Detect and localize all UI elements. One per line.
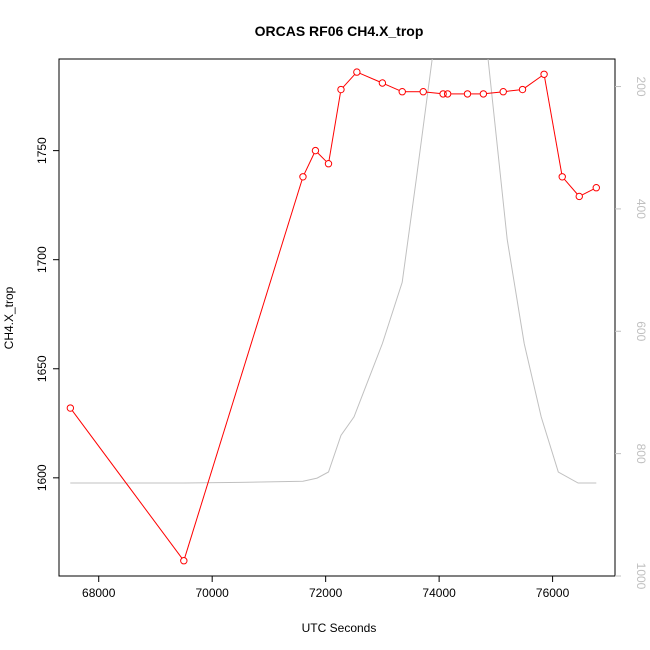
data-point [575, 192, 583, 201]
data-point [378, 79, 387, 87]
series-segment [563, 178, 578, 195]
series-segment [486, 91, 501, 95]
y-tick-label: 1650 [35, 355, 49, 382]
chart-title: ORCAS RF06 CH4.X_trop [255, 23, 424, 39]
series-segment [184, 179, 303, 558]
y2-tick-label: 600 [634, 321, 648, 341]
x-tick-label: 72000 [309, 586, 343, 600]
y2-tick-label: 200 [634, 77, 648, 97]
series-segment [506, 89, 520, 92]
series-segment [317, 152, 327, 162]
data-point [439, 90, 447, 98]
series-segment [544, 77, 563, 174]
series-segment [524, 75, 542, 89]
x-tick-label: 74000 [422, 586, 456, 600]
data-point [499, 88, 507, 96]
x-axis-label: UTC Seconds [302, 621, 377, 635]
series-segment [426, 91, 440, 95]
y-axis-label: CH4.X_trop [2, 286, 16, 349]
data-point [337, 85, 345, 94]
x-tick-label: 70000 [195, 586, 229, 600]
data-point [518, 85, 527, 94]
series-segment [342, 74, 356, 88]
series-gray [70, 59, 597, 484]
y2-tick-label: 1000 [634, 563, 648, 590]
data-point [66, 404, 75, 412]
y-tick-label: 1600 [35, 464, 49, 491]
data-point [398, 88, 406, 96]
data-point [463, 90, 472, 98]
data-point [443, 90, 452, 98]
data-point [311, 146, 320, 155]
data-point [324, 160, 333, 168]
series-line [70, 59, 597, 484]
data-point [299, 173, 307, 181]
series-segment [328, 92, 341, 161]
data-point [180, 557, 188, 565]
x-tick-label: 68000 [82, 586, 116, 600]
y-tick-label: 1750 [35, 137, 49, 164]
series-segment [71, 410, 183, 559]
series-segment [303, 153, 315, 175]
data-point [419, 88, 427, 96]
data-point [540, 70, 548, 78]
axes: 68000 70000 72000 74000 76000 1600 1650 1700 175… [35, 77, 648, 600]
series-red [66, 68, 600, 565]
data-point [479, 90, 488, 98]
y2-tick-label: 400 [634, 199, 648, 219]
data-point [353, 68, 361, 76]
data-point [592, 184, 600, 192]
y2-tick-label: 800 [634, 444, 648, 464]
series-segment [581, 188, 594, 196]
data-point [558, 173, 566, 181]
series-layer [66, 59, 600, 565]
y-tick-label: 1700 [35, 246, 49, 273]
series-segment [385, 83, 400, 91]
x-tick-label: 76000 [536, 586, 570, 600]
series-segment [359, 72, 380, 83]
plot-frame [58, 58, 616, 577]
